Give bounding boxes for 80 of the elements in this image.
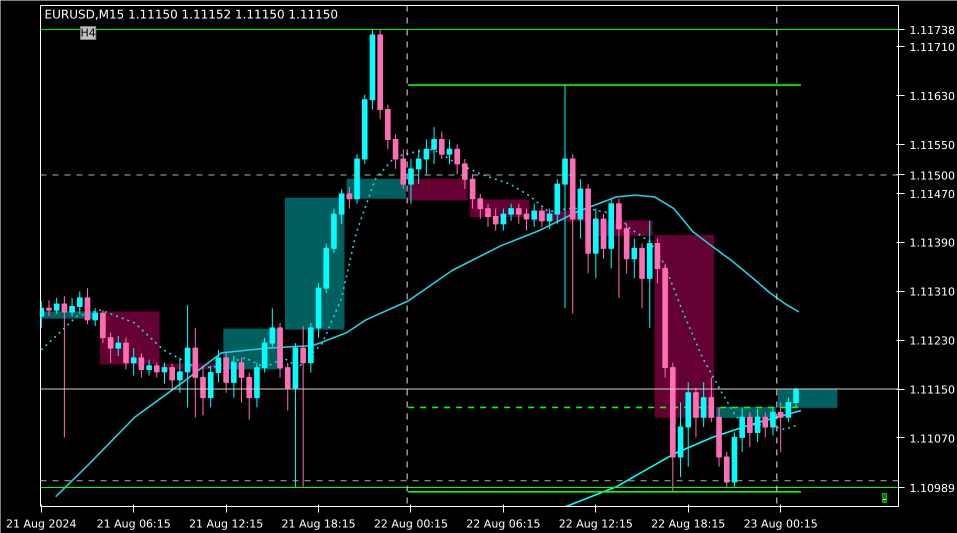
annotation: - <box>882 492 886 506</box>
ref-line-label: 1.11738 <box>910 24 955 37</box>
candlestick <box>216 349 222 383</box>
candlestick <box>778 402 784 453</box>
candlestick <box>562 84 568 309</box>
candlestick <box>508 203 514 222</box>
candlestick <box>392 134 398 170</box>
y-tick-label: 1.11230 <box>910 334 955 348</box>
candlestick <box>84 288 90 325</box>
candlestick <box>632 238 638 279</box>
candlestick <box>546 208 552 230</box>
candlestick <box>524 208 530 232</box>
candlestick <box>762 412 768 438</box>
candlestick <box>231 356 237 398</box>
candlestick <box>338 188 344 224</box>
annotation: H4 <box>80 26 96 40</box>
candlestick <box>177 357 183 394</box>
candlestick <box>238 357 244 404</box>
y-tick-label: 1.11630 <box>910 90 955 103</box>
y-tick-label: 1.11550 <box>910 138 955 152</box>
x-tick-label: 21 Aug 18:15 <box>281 518 356 530</box>
x-tick-label: 23 Aug 00:15 <box>744 518 818 530</box>
candlestick <box>470 174 476 210</box>
candlestick <box>246 372 252 420</box>
ref-line-label: 1.11500 <box>910 169 955 182</box>
candlestick <box>416 148 422 185</box>
candlestick <box>424 138 430 175</box>
candlestick <box>270 308 276 349</box>
candlestick <box>200 367 206 416</box>
candlestick <box>462 158 468 190</box>
candlestick <box>438 131 445 160</box>
candlestick <box>138 352 144 378</box>
candlestick <box>500 208 506 232</box>
candlestick <box>154 362 160 378</box>
candlestick <box>485 203 491 228</box>
candlestick <box>46 300 52 317</box>
candlestick <box>708 376 714 423</box>
y-tick-label: 1.11070 <box>910 432 955 446</box>
candlestick <box>431 126 437 164</box>
candlestick <box>446 138 452 164</box>
candlestick <box>69 297 75 317</box>
candlestick <box>62 296 68 438</box>
candlestick <box>115 335 122 357</box>
y-tick-label: 1.11470 <box>910 188 955 201</box>
x-tick-label: 22 Aug 00:15 <box>374 518 448 530</box>
candlestick <box>169 363 176 390</box>
candlestick <box>346 186 352 210</box>
ref-line-label: 1.10989 <box>910 482 955 496</box>
chart-title: EURUSD,M15 1.11150 1.11152 1.11150 1.11150 <box>44 8 338 22</box>
candlestick <box>123 337 129 370</box>
candlestick <box>284 362 291 411</box>
candlestick <box>146 359 152 376</box>
candlestick <box>162 362 168 384</box>
candlestick <box>516 203 522 224</box>
y-tick-label: 1.11310 <box>910 286 955 299</box>
x-tick-label: 21 Aug 06:15 <box>96 518 171 530</box>
x-tick-label: 21 Aug 12:15 <box>189 518 264 530</box>
candlestick <box>408 158 414 204</box>
candlestick <box>130 348 137 376</box>
candlestick <box>92 308 98 327</box>
y-tick-label: 1.11390 <box>910 236 955 250</box>
x-tick-label: 22 Aug 06:15 <box>466 518 540 530</box>
candlestick <box>76 290 83 314</box>
x-tick-label: 22 Aug 12:15 <box>558 518 633 530</box>
candlestick <box>539 206 545 228</box>
candlestick <box>54 297 60 314</box>
candlestick <box>531 203 538 228</box>
candlestick <box>793 387 799 408</box>
candlestick <box>747 412 753 448</box>
candlestick <box>700 382 706 428</box>
x-tick-label: 21 Aug 2024 <box>6 518 77 530</box>
candlestick <box>477 193 484 220</box>
ref-line-label: 1.11150 <box>910 384 955 397</box>
candlestick <box>454 144 460 175</box>
candlestick <box>300 326 306 488</box>
candlestick <box>184 304 190 408</box>
candlestick <box>108 332 114 364</box>
x-tick-label: 22 Aug 18:15 <box>651 518 726 530</box>
candlestick <box>492 208 498 232</box>
y-tick-label: 1.11710 <box>910 40 955 54</box>
